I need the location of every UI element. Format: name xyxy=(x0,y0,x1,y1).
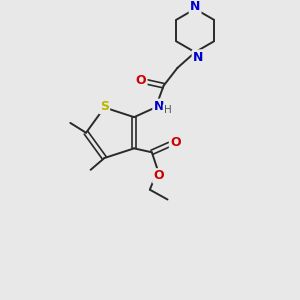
Text: N: N xyxy=(193,51,203,64)
Text: O: O xyxy=(136,74,146,87)
Text: H: H xyxy=(164,105,171,115)
Text: N: N xyxy=(154,100,164,113)
Text: O: O xyxy=(170,136,181,149)
Text: S: S xyxy=(100,100,109,113)
Text: N: N xyxy=(190,1,200,13)
Text: O: O xyxy=(153,169,164,182)
